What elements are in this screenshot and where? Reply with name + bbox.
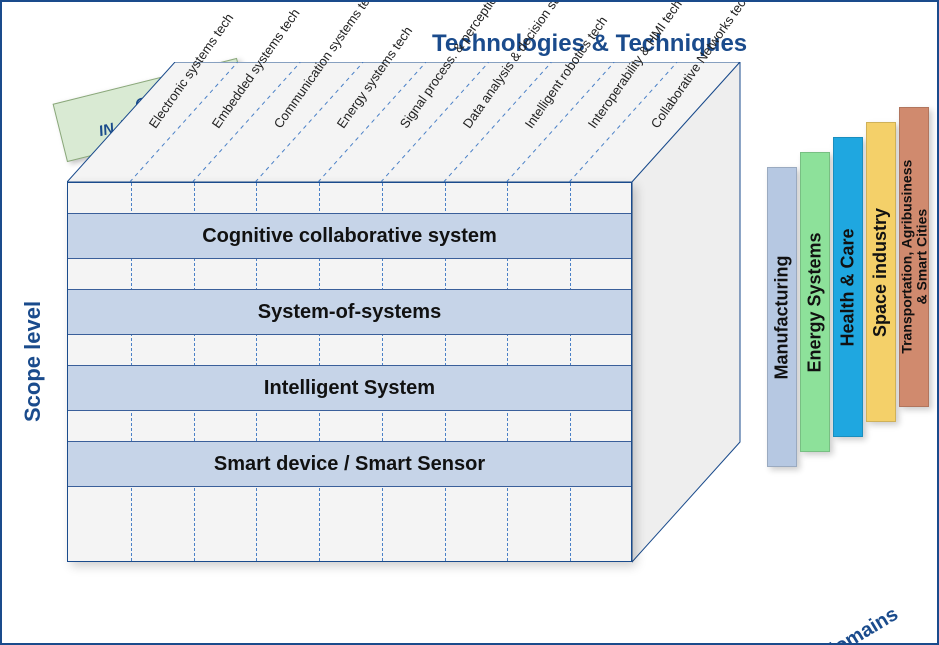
scope-row: Intelligent System xyxy=(68,365,631,411)
technology-label: Data analysis & decision support xyxy=(459,0,579,131)
domain-bar: Transportation, Agribusiness& Smart Citi… xyxy=(899,107,929,407)
cts-badge: CTS IN A NUTSHELL xyxy=(53,58,252,162)
domain-label: Manufacturing xyxy=(772,255,793,379)
scope-row: Cognitive collaborative system xyxy=(68,213,631,259)
scope-row: System-of-systems xyxy=(68,289,631,335)
scope-row: Smart device / Smart Sensor xyxy=(68,441,631,487)
side-face xyxy=(632,62,752,562)
domains-axis-title: Application domains (main) xyxy=(723,604,909,645)
domain-bar: Energy Systems xyxy=(800,152,830,452)
domain-label: Health & Care xyxy=(838,228,859,346)
technology-label: Signal process. & perception xyxy=(397,0,504,131)
domain-bar: Health & Care xyxy=(833,137,863,437)
domain-bar: Manufacturing xyxy=(767,167,797,467)
side-face-shape xyxy=(632,62,772,582)
diagram-frame: CTS IN A NUTSHELL Technologies & Techniq… xyxy=(0,0,939,645)
domain-label: Space industry xyxy=(871,207,892,336)
domain-label: Transportation, Agribusiness& Smart Citi… xyxy=(899,160,928,354)
domain-bar: Space industry xyxy=(866,122,896,422)
scope-axis-title: Scope level xyxy=(20,301,46,422)
technology-label: Communication systems tech xyxy=(271,0,381,131)
technology-label: Energy systems tech xyxy=(334,24,415,131)
technologies-axis-title: Technologies & Techniques xyxy=(432,30,747,58)
scope-grid: Cognitive collaborative system System-of-… xyxy=(67,182,632,562)
domain-label: Energy Systems xyxy=(805,232,826,372)
